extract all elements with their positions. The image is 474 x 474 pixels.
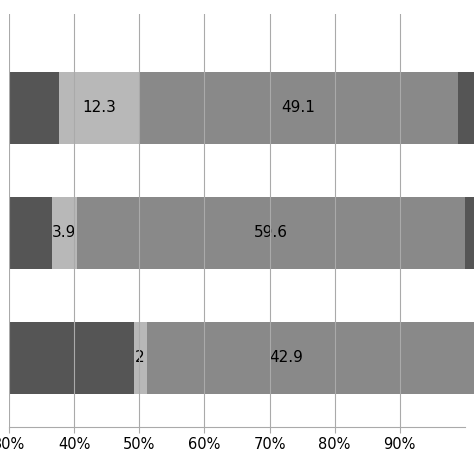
Bar: [59, 72, 139, 144]
Bar: [134, 322, 146, 394]
Bar: [458, 72, 474, 144]
Bar: [465, 197, 474, 269]
Text: 3.9: 3.9: [52, 226, 77, 240]
Text: 12.3: 12.3: [82, 100, 116, 116]
Bar: [77, 197, 465, 269]
Bar: [139, 72, 458, 144]
Text: 2: 2: [136, 350, 145, 365]
Bar: [9, 322, 134, 394]
Bar: [9, 197, 52, 269]
Bar: [146, 322, 426, 394]
Text: 42.9: 42.9: [269, 350, 303, 365]
Bar: [426, 322, 474, 394]
Bar: [9, 72, 59, 144]
Text: 49.1: 49.1: [282, 100, 315, 116]
Bar: [52, 197, 77, 269]
Text: 59.6: 59.6: [254, 226, 288, 240]
